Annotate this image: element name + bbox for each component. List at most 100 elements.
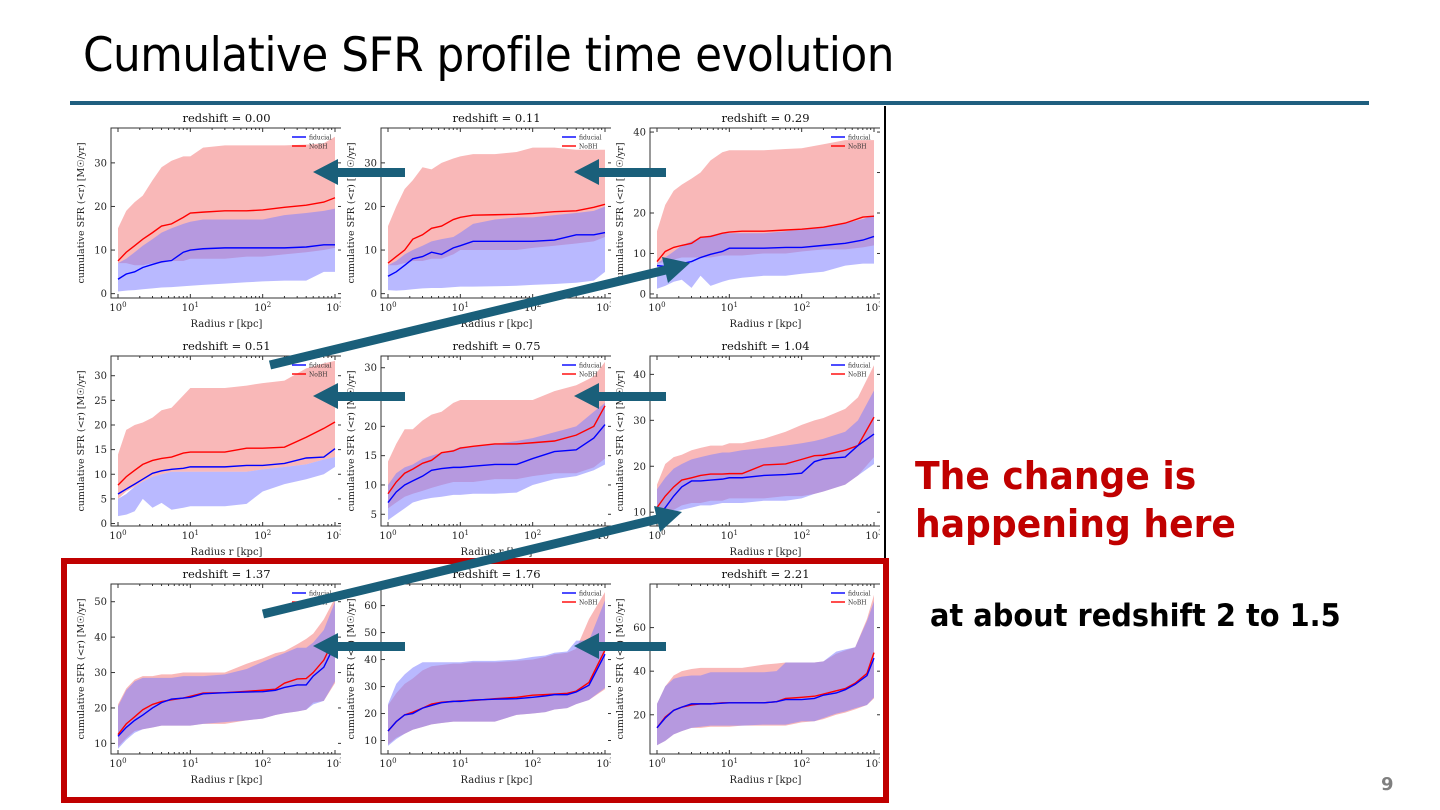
- svg-text:fiducial: fiducial: [579, 363, 602, 370]
- left-arrow-icon: [574, 383, 666, 409]
- svg-text:NoBH: NoBH: [579, 144, 598, 151]
- svg-text:20: 20: [364, 422, 377, 433]
- svg-text:30: 30: [364, 363, 377, 374]
- svg-text:fiducial: fiducial: [309, 135, 332, 142]
- svg-text:40: 40: [94, 633, 107, 644]
- sfr-panel: 010203040100101102103redshift = 0.29Radi…: [615, 111, 880, 330]
- left-arrow-icon: [313, 383, 405, 409]
- svg-text:10: 10: [94, 470, 107, 481]
- svg-text:40: 40: [633, 128, 646, 139]
- svg-text:30: 30: [633, 416, 646, 427]
- svg-text:cumulative SFR (<r) [M☉/yr]: cumulative SFR (<r) [M☉/yr]: [615, 598, 626, 739]
- svg-text:NoBH: NoBH: [309, 144, 328, 151]
- svg-text:30: 30: [94, 668, 107, 679]
- svg-text:20: 20: [94, 202, 107, 213]
- svg-text:fiducial: fiducial: [579, 135, 602, 142]
- svg-text:20: 20: [633, 710, 646, 721]
- svg-text:NoBH: NoBH: [309, 372, 328, 379]
- svg-text:Radius r [kpc]: Radius r [kpc]: [730, 319, 802, 330]
- grid-divider-line: [884, 106, 886, 560]
- svg-text:103: 103: [326, 301, 341, 314]
- sfr-panel: 051015202530100101102103redshift = 0.51R…: [76, 339, 341, 558]
- svg-text:40: 40: [364, 655, 377, 666]
- left-arrow-icon: [313, 159, 405, 185]
- svg-text:103: 103: [596, 757, 611, 770]
- svg-text:NoBH: NoBH: [579, 600, 598, 607]
- svg-text:10: 10: [364, 246, 377, 257]
- svg-text:Radius r [kpc]: Radius r [kpc]: [191, 547, 263, 558]
- svg-text:0: 0: [640, 289, 646, 300]
- subcallout-text: at about redshift 2 to 1.5: [930, 598, 1341, 634]
- panel-title: redshift = 1.04: [721, 339, 809, 353]
- svg-text:30: 30: [364, 682, 377, 693]
- svg-text:20: 20: [94, 420, 107, 431]
- svg-text:NoBH: NoBH: [848, 372, 867, 379]
- panel-title: redshift = 0.75: [452, 339, 540, 353]
- svg-text:60: 60: [633, 623, 646, 634]
- svg-text:20: 20: [364, 709, 377, 720]
- svg-text:cumulative SFR (<r) [M☉/yr]: cumulative SFR (<r) [M☉/yr]: [615, 142, 626, 283]
- svg-text:Radius r [kpc]: Radius r [kpc]: [191, 319, 263, 330]
- callout-text: The change is happening here: [915, 452, 1236, 548]
- sfr-panel: 204060100101102103redshift = 2.21Radius …: [615, 567, 880, 786]
- svg-text:cumulative SFR (<r) [M☉/yr]: cumulative SFR (<r) [M☉/yr]: [346, 370, 357, 511]
- svg-text:10: 10: [364, 736, 377, 747]
- svg-text:10: 10: [364, 480, 377, 491]
- svg-text:10: 10: [94, 246, 107, 257]
- svg-text:15: 15: [94, 445, 107, 456]
- sfr-panel: 1020304050100101102103redshift = 1.37Rad…: [76, 567, 341, 786]
- svg-text:Radius r [kpc]: Radius r [kpc]: [730, 775, 802, 786]
- svg-text:0: 0: [101, 519, 107, 530]
- svg-text:fiducial: fiducial: [309, 363, 332, 370]
- svg-text:103: 103: [865, 301, 880, 314]
- svg-text:Radius r [kpc]: Radius r [kpc]: [461, 547, 533, 558]
- svg-text:0: 0: [101, 289, 107, 300]
- panel-title: redshift = 0.51: [182, 339, 270, 353]
- callout-line-2: happening here: [915, 502, 1236, 546]
- svg-text:20: 20: [633, 209, 646, 220]
- svg-text:fiducial: fiducial: [309, 591, 332, 598]
- svg-text:50: 50: [94, 597, 107, 608]
- svg-text:cumulative SFR (<r) [M☉/yr]: cumulative SFR (<r) [M☉/yr]: [76, 598, 87, 739]
- panel-title: redshift = 1.76: [452, 567, 540, 581]
- svg-text:15: 15: [364, 451, 377, 462]
- sfr-panel: 51015202530100101102103redshift = 0.75Ra…: [346, 339, 611, 558]
- svg-text:103: 103: [865, 757, 880, 770]
- svg-text:20: 20: [633, 462, 646, 473]
- panel-title: redshift = 0.00: [182, 111, 270, 125]
- page-number: 9: [1381, 774, 1394, 795]
- svg-text:30: 30: [94, 158, 107, 169]
- svg-text:40: 40: [633, 667, 646, 678]
- left-arrow-icon: [574, 159, 666, 185]
- svg-text:50: 50: [364, 628, 377, 639]
- svg-text:cumulative SFR (<r) [M☉/yr]: cumulative SFR (<r) [M☉/yr]: [346, 598, 357, 739]
- svg-text:25: 25: [94, 396, 107, 407]
- title-underline: [70, 101, 1369, 105]
- sfr-panel: 0102030100101102103redshift = 0.00Radius…: [76, 111, 341, 330]
- svg-text:103: 103: [326, 529, 341, 542]
- svg-text:5: 5: [371, 510, 377, 521]
- svg-text:cumulative SFR (<r) [M☉/yr]: cumulative SFR (<r) [M☉/yr]: [76, 142, 87, 283]
- svg-text:60: 60: [364, 601, 377, 612]
- svg-text:Radius r [kpc]: Radius r [kpc]: [461, 319, 533, 330]
- svg-text:Radius r [kpc]: Radius r [kpc]: [191, 775, 263, 786]
- svg-text:Radius r [kpc]: Radius r [kpc]: [730, 547, 802, 558]
- svg-text:103: 103: [596, 301, 611, 314]
- svg-text:20: 20: [94, 703, 107, 714]
- svg-text:Radius r [kpc]: Radius r [kpc]: [461, 775, 533, 786]
- svg-text:NoBH: NoBH: [848, 144, 867, 151]
- sfr-panel: 102030405060100101102103redshift = 1.76R…: [346, 567, 611, 786]
- svg-text:10: 10: [633, 508, 646, 519]
- svg-text:103: 103: [326, 757, 341, 770]
- svg-text:10: 10: [633, 249, 646, 260]
- svg-text:30: 30: [364, 158, 377, 169]
- svg-text:103: 103: [865, 529, 880, 542]
- sfr-panel: 0102030100101102103redshift = 0.11Radius…: [346, 111, 611, 330]
- svg-text:NoBH: NoBH: [848, 600, 867, 607]
- callout-line-1: The change is: [915, 454, 1197, 498]
- svg-text:fiducial: fiducial: [848, 363, 871, 370]
- svg-text:0: 0: [371, 289, 377, 300]
- panel-title: redshift = 0.29: [721, 111, 809, 125]
- svg-text:fiducial: fiducial: [848, 591, 871, 598]
